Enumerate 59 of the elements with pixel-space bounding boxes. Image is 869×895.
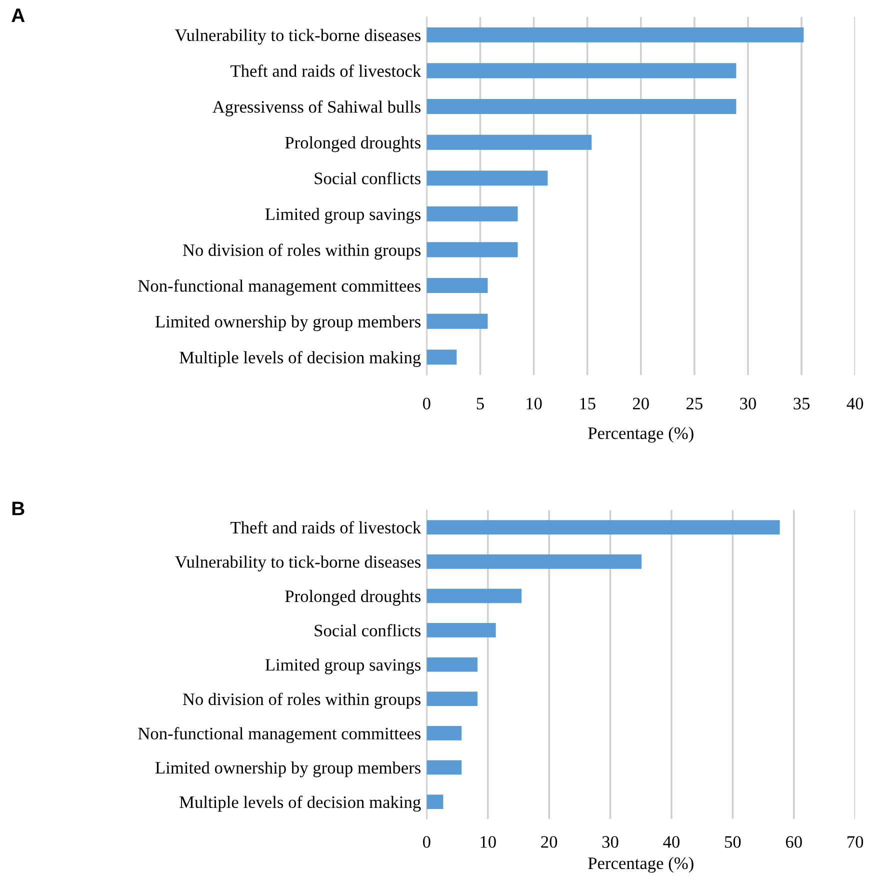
y-tick-label: Non-functional management committees — [138, 727, 420, 744]
bar — [426, 554, 642, 569]
bar — [426, 726, 462, 740]
y-tick-label: Theft and raids of livestock — [230, 521, 422, 534]
y-tick-label: Multiple levels of decision making — [180, 796, 421, 812]
y-tick-label: No division of roles within groups — [182, 692, 420, 709]
bar — [426, 657, 478, 672]
x-tick-label: 0 — [423, 836, 430, 848]
x-tick-label: 25 — [686, 398, 702, 410]
y-tick-label: Limited group savings — [265, 658, 420, 674]
x-tick-label: 60 — [786, 836, 802, 848]
bar — [426, 794, 444, 809]
x-tick-label: 20 — [541, 836, 558, 848]
text: B — [12, 502, 24, 516]
y-tick-label: Multiple levels of decision making — [180, 350, 421, 367]
x-tick-label: 10 — [526, 398, 542, 410]
bar — [426, 623, 496, 638]
y-tick-label: Non-functional management committees — [138, 279, 420, 296]
x-tick-label: 0 — [423, 398, 430, 410]
y-tick-label: Vulnerability to tick-borne diseases — [175, 28, 420, 45]
x-tick-label: 30 — [740, 398, 756, 410]
x-tick-label: 30 — [602, 836, 618, 848]
bar — [426, 242, 518, 258]
x-tick-label: 5 — [476, 398, 484, 410]
bar — [426, 760, 462, 775]
y-tick-label: Social conflicts — [314, 624, 420, 636]
y-tick-label: Vulnerability to tick-borne diseases — [175, 556, 420, 572]
x-axis-title: Percentage (%) — [588, 856, 694, 873]
bar — [426, 692, 478, 706]
bar — [426, 314, 488, 329]
y-tick-label: Prolonged droughts — [285, 136, 420, 152]
y-tick-label: Theft and raids of livestock — [230, 64, 422, 77]
x-tick-label: 15 — [580, 398, 596, 410]
text: A — [12, 8, 25, 22]
x-tick-label: 40 — [663, 836, 680, 848]
y-tick-label: Limited group savings — [265, 208, 420, 224]
bar — [426, 27, 804, 42]
y-tick-label: Limited ownership by group members — [155, 315, 420, 332]
bar — [426, 520, 780, 535]
bar — [426, 63, 736, 78]
x-tick-label: 40 — [846, 398, 864, 410]
y-tick-label: Agressivenss of Sahiwal bulls — [212, 100, 420, 116]
x-tick-label: 35 — [794, 398, 810, 410]
bar — [426, 588, 522, 604]
y-tick-label: Limited ownership by group members — [155, 761, 420, 778]
bar — [426, 206, 518, 222]
y-tick-label: Prolonged droughts — [285, 590, 420, 606]
x-tick-label: 20 — [632, 398, 649, 410]
y-tick-label: No division of roles within groups — [182, 244, 420, 260]
bar — [426, 134, 592, 150]
bar — [426, 350, 457, 365]
bar — [426, 98, 736, 114]
x-tick-label: 10 — [480, 836, 496, 848]
x-tick-label: 70 — [848, 836, 864, 848]
x-axis-title: Percentage (%) — [588, 426, 694, 443]
x-tick-label: 50 — [725, 836, 741, 848]
bar — [426, 278, 488, 294]
y-tick-label: Social conflicts — [314, 172, 420, 184]
bar — [426, 170, 548, 186]
